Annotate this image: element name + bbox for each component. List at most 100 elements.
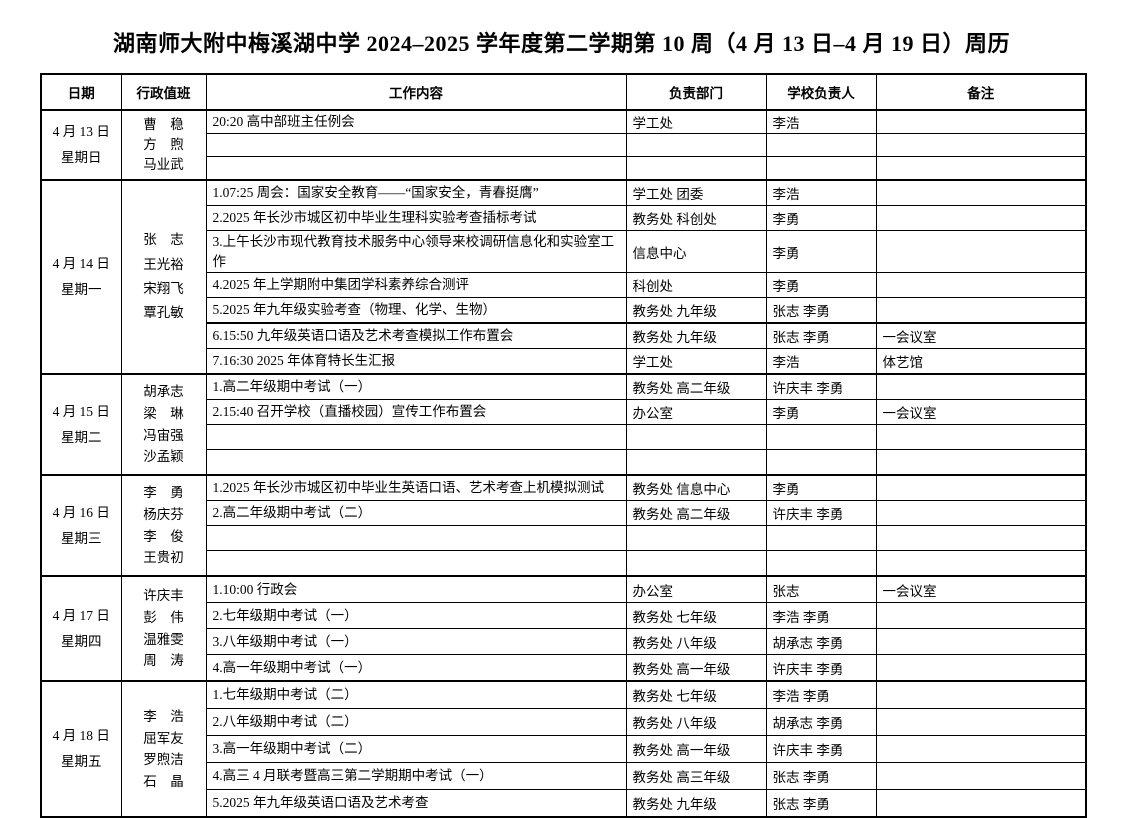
date-cell: 4 月 14 日星期一 [40, 178, 122, 375]
note-cell [875, 628, 1087, 656]
content-cell: 2.八年级期中考试（二） [205, 708, 627, 737]
dept-cell: 教务处 高一年级 [625, 654, 767, 682]
duty-name: 杨庆芬 [143, 507, 184, 523]
schedule-row: 4 月 15 日星期二 胡承志梁 琳冯宙强 沙孟颖 1.高二年级期中考试（一） 教务处 … [40, 373, 1087, 476]
date-cell: 4 月 18 日星期五 [40, 680, 122, 818]
content-cell: 4.高一年级期中考试（一） [205, 654, 627, 682]
leader-cell: 张志 李勇 [765, 789, 877, 818]
schedule-row: 3.上午长沙市现代教育技术服务中心领导来校调研信息化和实验室工作 信息中心 李勇 [41, 229, 1087, 274]
leader-cell [765, 424, 877, 451]
leader-cell: 李浩 [765, 348, 877, 375]
dept-cell: 教务处 高三年级 [625, 762, 767, 791]
dept-cell [625, 133, 767, 157]
schedule-row: 2.八年级期中考试（二） 教务处 八年级 胡承志 李勇 [41, 708, 1087, 737]
duty-name: 方 煦 [143, 136, 184, 152]
leader-cell [765, 550, 877, 577]
schedule-row [41, 424, 1087, 451]
schedule-row [41, 133, 1087, 157]
dept-cell [625, 525, 767, 552]
duty-cell: 李 勇杨庆芬李 俊王贵初 [120, 474, 207, 577]
dept-cell: 教务处 七年级 [625, 680, 767, 710]
dept-cell: 学工处 [625, 348, 767, 375]
schedule-row: 4 月 17 日星期四 许庆丰彭 伟温雅雯周 涛 1.10:00 行政会 办公室 张志一… [40, 575, 1087, 682]
duty-name: 屈军友 [143, 730, 184, 746]
leader-cell [765, 525, 877, 552]
duty-name: 曹 稳 [143, 116, 184, 132]
note-cell: 体艺馆 [875, 348, 1087, 375]
dept-cell: 教务处 八年级 [625, 628, 767, 656]
schedule-row [41, 525, 1087, 552]
schedule-row: 3.高一年级期中考试（二） 教务处 高一年级 许庆丰 李勇 [41, 735, 1087, 764]
duty-name: 王光裕 [143, 256, 184, 272]
leader-cell: 李浩 李勇 [765, 602, 877, 630]
dept-cell: 办公室 [625, 575, 767, 604]
note-cell [875, 133, 1087, 157]
content-cell: 1.07:25 周会：国家安全教育——“国家安全，青春挺膺” [205, 179, 627, 206]
leader-cell: 李浩 [765, 109, 877, 134]
content-cell [205, 449, 627, 476]
schedule-table-body: 4 月 13 日星期日曹 稳方 煦马业武 20:20 高中部班主任例会 学工处 李浩 4… [40, 109, 1087, 818]
date-cell: 4 月 17 日星期四 [40, 575, 122, 682]
schedule-table-header: 日期 行政值班 工作内容 负责部门 学校负责人 备注 [40, 73, 1087, 111]
duty-name: 沙孟颖 [143, 449, 184, 465]
leader-cell: 李勇 [765, 399, 877, 426]
date-label: 4 月 16 日 [52, 504, 110, 520]
schedule-row: 7.16:30 2025 年体育特长生汇报 学工处 李浩 体艺馆 [41, 348, 1087, 375]
weekday-label: 星期四 [61, 633, 102, 649]
dept-cell [625, 424, 767, 451]
leader-cell: 许庆丰 李勇 [765, 373, 877, 401]
header-leader: 学校负责人 [765, 73, 877, 111]
date-label: 4 月 13 日 [52, 124, 110, 140]
dept-cell: 科创处 [625, 272, 767, 299]
duty-cell: 许庆丰彭 伟温雅雯周 涛 [120, 575, 207, 682]
leader-cell [765, 449, 877, 476]
schedule-table: 日期 行政值班 工作内容 负责部门 学校负责人 备注 4 月 13 日星期日 曹 … [40, 73, 1087, 818]
schedule-row: 4 月 16 日星期三李 勇杨庆芬李 俊王贵初 1.2025 年长沙市城区初中毕业… [40, 474, 1087, 577]
schedule-row: 2.七年级期中考试（一） 教务处 七年级 李浩 李勇 [41, 602, 1087, 630]
note-cell [875, 525, 1087, 552]
schedule-row: 2.2025 年长沙市城区初中毕业生理科实验考查插标考试 教务处 科创处 李勇 [41, 205, 1087, 231]
duty-name: 马业武 [143, 157, 184, 173]
leader-cell: 李勇 [765, 205, 877, 231]
leader-cell: 李浩 [765, 179, 877, 206]
dept-cell [625, 156, 767, 181]
duty-name: 李 勇 [143, 485, 184, 501]
leader-cell: 李勇 [765, 272, 877, 299]
header-date: 日期 [40, 73, 122, 111]
dept-cell: 学工处 [625, 109, 767, 134]
dept-cell: 教务处 八年级 [625, 708, 767, 737]
note-cell [875, 179, 1087, 206]
dept-cell: 教务处 九年级 [625, 322, 767, 350]
leader-cell: 张志 李勇 [765, 762, 877, 791]
date-label: 4 月 14 日 [52, 256, 110, 272]
content-cell: 5.2025 年九年级实验考查（物理、化学、生物） [205, 297, 627, 324]
dept-cell: 教务处 信息中心 [625, 474, 767, 502]
page-title: 湖南师大附中梅溪湖中学 2024–2025 学年度第二学期第 10 周（4 月 … [112, 31, 1010, 56]
duty-name: 王贵初 [143, 550, 184, 566]
duty-name: 张 志 [143, 232, 184, 248]
duty-name: 覃孔敏 [143, 305, 184, 321]
leader-cell: 胡承志 李勇 [765, 628, 877, 656]
note-cell [875, 735, 1087, 764]
content-cell [205, 525, 627, 552]
content-cell: 3.八年级期中考试（一） [205, 628, 627, 656]
note-cell [875, 762, 1087, 791]
header-duty: 行政值班 [120, 73, 207, 111]
leader-cell: 张志 李勇 [765, 322, 877, 350]
duty-name: 周 涛 [143, 653, 184, 669]
content-cell: 7.16:30 2025 年体育特长生汇报 [205, 348, 627, 375]
duty-name: 罗煦洁 [143, 752, 184, 768]
note-cell [875, 449, 1087, 476]
note-cell: 一会议室 [875, 322, 1087, 350]
duty-name: 冯宙强 [143, 427, 184, 443]
content-cell: 2.15:40 召开学校（直播校园）宣传工作布置会 [205, 399, 627, 426]
content-cell: 6.15:50 九年级英语口语及艺术考查模拟工作布置会 [205, 322, 627, 350]
date-cell: 4 月 16 日星期三 [40, 474, 122, 577]
note-cell: 一会议室 [875, 575, 1087, 604]
date-cell: 4 月 13 日星期日 [40, 109, 122, 181]
weekday-label: 星期日 [61, 150, 102, 165]
dept-cell: 教务处 九年级 [625, 297, 767, 324]
content-cell [205, 424, 627, 451]
weekday-label: 星期五 [61, 754, 102, 770]
dept-cell: 办公室 [625, 399, 767, 426]
